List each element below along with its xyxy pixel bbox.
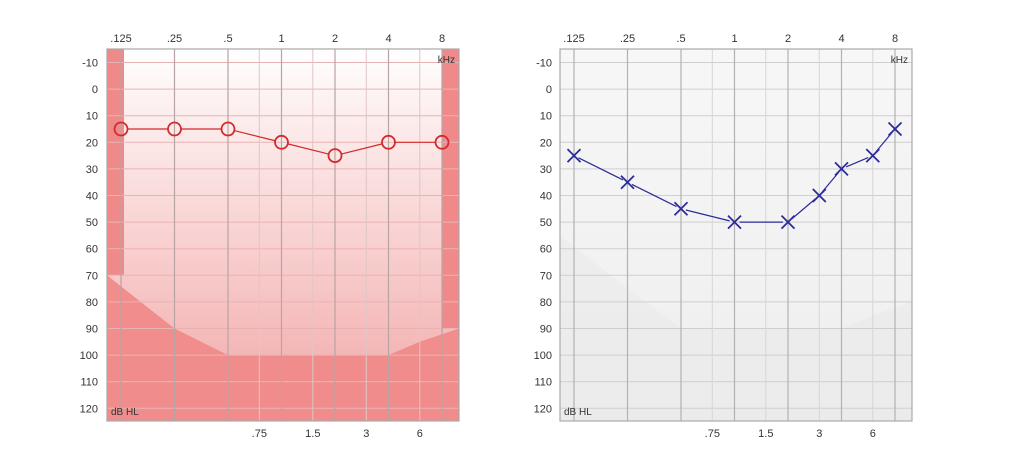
- left-x-tick-top-label: 2: [785, 33, 791, 45]
- left-data-point: [865, 148, 880, 163]
- right-data-point: [327, 148, 343, 164]
- left-y-tick-label: 30: [540, 164, 552, 176]
- left-y-tick-label: 90: [540, 324, 552, 336]
- left-x-tick-top-label: .5: [676, 33, 685, 45]
- audiogram-left-ear: .125 .25 .5 1 2 4 8 .75 1.5 3 6 -10 0 10 20 30 40 50 60 70 8…: [534, 33, 913, 440]
- left-y-tick-label: 40: [540, 191, 552, 203]
- right-data-point: [381, 134, 396, 150]
- right-y-tick-label: 80: [86, 297, 98, 309]
- right-x-tick-bottom-label: .75: [252, 428, 267, 440]
- left-series-segment: [578, 157, 624, 181]
- right-x-tick-top-label: 8: [439, 33, 445, 45]
- left-y-tick-label: -10: [536, 58, 552, 70]
- right-y-unit-label: dB HL: [111, 407, 139, 418]
- right-data-point: [220, 121, 236, 137]
- left-x-tick-top-label: 1: [731, 33, 737, 45]
- left-x-unit-label: kHz: [891, 55, 908, 66]
- left-x-tick-top-label: 4: [838, 33, 844, 45]
- right-x-tick-top-label: 4: [385, 33, 391, 45]
- right-series-segment: [288, 143, 329, 155]
- right-y-tick-label: 30: [86, 164, 98, 176]
- right-x-tick-top-label: 1: [278, 33, 284, 45]
- left-series-segment: [631, 183, 677, 208]
- left-data-point: [834, 161, 849, 177]
- right-y-tick-label: 90: [86, 324, 98, 336]
- left-y-unit-label: dB HL: [564, 407, 592, 418]
- left-series-segment: [685, 209, 730, 222]
- left-y-tick-label: 20: [540, 137, 552, 149]
- left-x-tick-top-label: .125: [563, 33, 584, 45]
- left-x-tick-bottom-label: 1.5: [758, 428, 773, 440]
- left-data-point: [673, 201, 689, 216]
- right-series-segment: [234, 130, 275, 142]
- left-y-tick-label: 110: [534, 377, 552, 389]
- audiogram-right-ear: .125 .25 .5 1 2 4 8 .75 1.5 3 6 -10 0 10 20 30 40 50 60 70 8…: [80, 33, 460, 440]
- left-plot-frame: [559, 48, 913, 422]
- left-series-segment: [845, 157, 869, 168]
- right-data-point: [167, 121, 182, 137]
- left-loss-region: [560, 235, 912, 421]
- right-data-point: [274, 134, 289, 150]
- left-y-tick-label: 120: [534, 403, 552, 415]
- right-loss-region: [107, 275, 459, 421]
- right-y-tick-label: 70: [86, 270, 98, 282]
- left-y-tick-label: 50: [540, 217, 552, 229]
- right-y-tick-label: 50: [86, 217, 98, 229]
- right-plot-frame: [106, 48, 460, 422]
- right-y-tick-label: 120: [80, 403, 98, 415]
- right-x-tick-bottom-label: 1.5: [305, 428, 320, 440]
- right-y-tick-label: 60: [86, 244, 98, 256]
- right-x-tick-top-label: 2: [332, 33, 338, 45]
- right-y-tick-label: -10: [82, 58, 98, 70]
- right-x-tick-bottom-label: 6: [417, 428, 423, 440]
- right-series-segment: [341, 143, 382, 155]
- right-data-point: [434, 134, 450, 150]
- left-y-tick-label: 60: [540, 244, 552, 256]
- left-data-point: [566, 148, 582, 163]
- right-y-tick-label: 20: [86, 137, 98, 149]
- right-y-tick-label: 40: [86, 191, 98, 203]
- left-y-tick-label: 10: [540, 111, 552, 123]
- right-x-tick-top-label: .125: [110, 33, 131, 45]
- right-x-tick-bottom-label: 3: [363, 428, 369, 440]
- right-side-band-left: [107, 49, 124, 276]
- right-y-tick-label: 100: [80, 350, 98, 362]
- right-x-tick-top-label: .25: [167, 33, 182, 45]
- left-data-point: [727, 214, 742, 230]
- left-x-tick-bottom-label: 6: [870, 428, 876, 440]
- right-y-tick-label: 10: [86, 111, 98, 123]
- left-data-point: [780, 214, 796, 230]
- right-data-point: [113, 121, 129, 137]
- left-data-point: [887, 121, 903, 137]
- right-x-unit-label: kHz: [438, 55, 455, 66]
- left-y-tick-label: 80: [540, 297, 552, 309]
- left-y-tick-label: 0: [546, 84, 552, 96]
- left-x-tick-top-label: 8: [892, 33, 898, 45]
- left-data-point: [620, 175, 635, 190]
- left-x-tick-top-label: .25: [620, 33, 635, 45]
- right-y-tick-label: 0: [92, 84, 98, 96]
- left-series-segment: [791, 198, 816, 220]
- left-y-tick-label: 70: [540, 270, 552, 282]
- left-x-tick-bottom-label: 3: [816, 428, 822, 440]
- left-y-tick-label: 100: [534, 350, 552, 362]
- right-side-band-right: [442, 49, 459, 329]
- left-x-tick-bottom-label: .75: [705, 428, 720, 440]
- right-y-tick-label: 110: [80, 377, 98, 389]
- left-data-point: [812, 188, 827, 203]
- right-x-tick-top-label: .5: [223, 33, 232, 45]
